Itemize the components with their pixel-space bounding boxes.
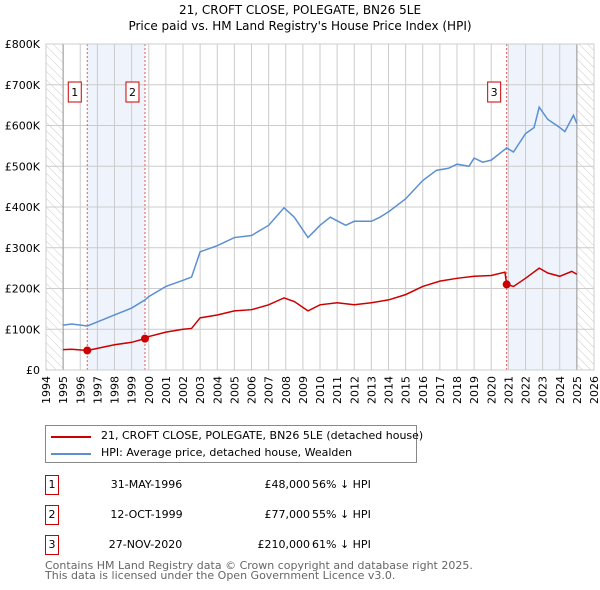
x-tick-label: 2013 bbox=[365, 376, 378, 404]
y-tick-label: £700K bbox=[5, 79, 41, 92]
plot-area: 1994 1995 1996 1997 1998 1999 2000 2001 2002 2003… bbox=[5, 38, 600, 404]
x-tick-label: 2021 bbox=[502, 376, 515, 404]
x-tick-label: 2002 bbox=[177, 376, 190, 404]
y-tick-label: £600K bbox=[5, 120, 41, 133]
chart-title: 21, CROFT CLOSE, POLEGATE, BN26 5LE bbox=[178, 3, 422, 17]
sale-row: 2 12-OCT-1999 £77,000 55% ↓ HPI bbox=[45, 505, 465, 525]
x-tick-label: 2010 bbox=[314, 376, 327, 404]
x-tick-label: 2015 bbox=[400, 376, 413, 404]
x-tick-label: 2025 bbox=[571, 376, 584, 404]
sale-number: 1 bbox=[45, 475, 59, 495]
y-tick-label: £200K bbox=[5, 283, 41, 296]
sale-hpi-diff: 55% ↓ HPI bbox=[312, 508, 371, 521]
x-tick-label: 2011 bbox=[331, 376, 344, 404]
y-tick-label: £500K bbox=[5, 160, 41, 173]
sale-row: 1 31-MAY-1996 £48,000 56% ↓ HPI bbox=[45, 475, 465, 495]
x-tick-label: 1997 bbox=[91, 376, 104, 404]
sale-point bbox=[502, 280, 511, 289]
x-tick-label: 2023 bbox=[537, 376, 550, 404]
y-tick-label: £100K bbox=[5, 323, 41, 336]
sale-point bbox=[83, 346, 92, 355]
x-tick-label: 2003 bbox=[194, 376, 207, 404]
x-tick-label: 1998 bbox=[109, 376, 122, 404]
series-line-hpi bbox=[63, 105, 578, 327]
x-tick-label: 2007 bbox=[263, 376, 276, 404]
sale-row: 3 27-NOV-2020 £210,000 61% ↓ HPI bbox=[45, 535, 465, 555]
x-tick-label: 2019 bbox=[468, 376, 481, 404]
x-tick-label: 2009 bbox=[297, 376, 310, 404]
x-tick-label: 2006 bbox=[246, 376, 259, 404]
x-tick-label: 2024 bbox=[554, 376, 567, 404]
sale-price: £77,000 bbox=[264, 508, 311, 521]
sale-date: 27-NOV-2020 bbox=[108, 538, 183, 551]
x-tick-label: 2000 bbox=[143, 376, 156, 404]
legend: 21, CROFT CLOSE, POLEGATE, BN26 5LE (det… bbox=[45, 425, 423, 463]
sale-number: 3 bbox=[45, 535, 59, 555]
x-tick-label: 2005 bbox=[228, 376, 241, 404]
sale-label: 3 bbox=[491, 86, 498, 99]
x-tick-label: 2012 bbox=[348, 376, 361, 404]
footer: Contains HM Land Registry data © Crown c… bbox=[45, 559, 473, 582]
x-tick-label: 2018 bbox=[451, 376, 464, 404]
x-tick-label: 2026 bbox=[588, 376, 600, 404]
x-tick-label: 1999 bbox=[126, 376, 139, 404]
sale-label: 2 bbox=[129, 86, 136, 99]
chart-subtitle: Price paid vs. HM Land Registry's House … bbox=[128, 19, 472, 33]
sale-point bbox=[140, 334, 149, 343]
sale-number: 2 bbox=[45, 505, 59, 525]
sale-price: £48,000 bbox=[264, 478, 311, 491]
sale-hpi-diff: 61% ↓ HPI bbox=[312, 538, 371, 551]
sale-label-box bbox=[67, 81, 82, 103]
plot-border bbox=[45, 43, 595, 371]
x-tick-label: 2014 bbox=[383, 376, 396, 404]
x-tick-label: 2004 bbox=[211, 376, 224, 404]
y-tick-label: £300K bbox=[5, 242, 41, 255]
x-tick-label: 1994 bbox=[40, 376, 53, 404]
x-tick-label: 1995 bbox=[57, 376, 70, 404]
x-tick-label: 1996 bbox=[74, 376, 87, 404]
sale-price: £210,000 bbox=[257, 538, 311, 551]
sale-label-box bbox=[487, 81, 502, 103]
x-tick-label: 2017 bbox=[434, 376, 447, 404]
sale-hpi-diff: 56% ↓ HPI bbox=[312, 478, 371, 491]
x-tick-label: 2001 bbox=[160, 376, 173, 404]
x-tick-label: 2016 bbox=[417, 376, 430, 404]
sale-date: 12-OCT-1999 bbox=[110, 508, 183, 521]
y-tick-label: £0 bbox=[26, 364, 40, 377]
sale-label: 1 bbox=[71, 86, 78, 99]
sale-label-box bbox=[125, 81, 140, 103]
y-tick-label: £800K bbox=[5, 38, 41, 51]
x-tick-label: 2022 bbox=[520, 376, 533, 404]
y-tick-label: £400K bbox=[5, 201, 41, 214]
x-tick-label: 2008 bbox=[280, 376, 293, 404]
x-tick-label: 2020 bbox=[485, 376, 498, 404]
sale-date: 31-MAY-1996 bbox=[110, 478, 183, 491]
